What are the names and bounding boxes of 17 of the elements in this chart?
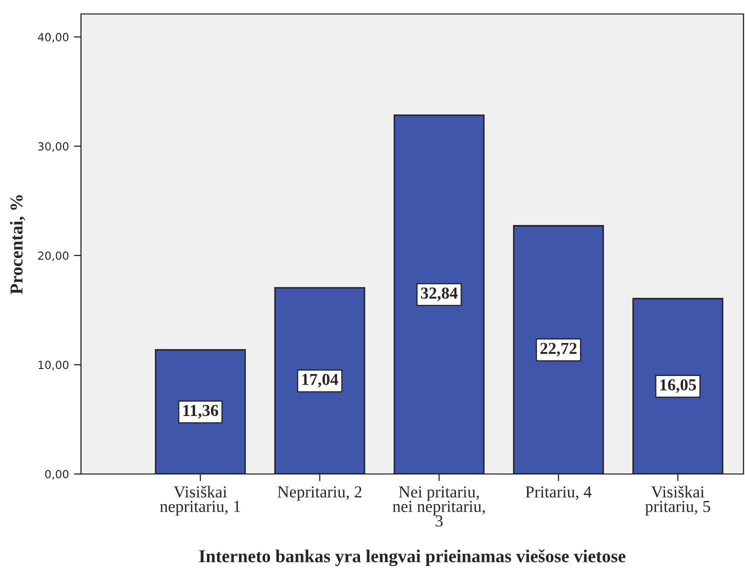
- data-label: 16,05: [660, 379, 696, 393]
- x-tick-label: Visiškai pritariu, 5: [645, 486, 710, 516]
- y-tick-label: 20,00: [38, 251, 68, 261]
- y-tick-label: 40,00: [38, 32, 68, 42]
- data-label: 22,72: [540, 342, 577, 356]
- x-axis-title: Interneto bankas yra lengvai prieinamas viešose vietose: [199, 549, 626, 566]
- data-label: 32,84: [420, 288, 458, 302]
- y-tick-label: 10,00: [38, 360, 68, 370]
- y-tick-label: 30,00: [38, 142, 68, 152]
- x-tick-label: Pritariu, 4: [526, 486, 592, 500]
- x-tick-label: Visiškai nepritariu, 1: [160, 486, 240, 516]
- data-label: 17,04: [302, 374, 338, 388]
- data-label: 11,36: [183, 404, 218, 419]
- y-tick-label: 0,00: [45, 470, 68, 480]
- x-tick-label: Nepritariu, 2: [278, 486, 362, 501]
- y-axis-title: Procentai, %: [10, 195, 26, 294]
- x-tick-label: Nei pritariu, nei nepritariu, 3: [392, 486, 485, 527]
